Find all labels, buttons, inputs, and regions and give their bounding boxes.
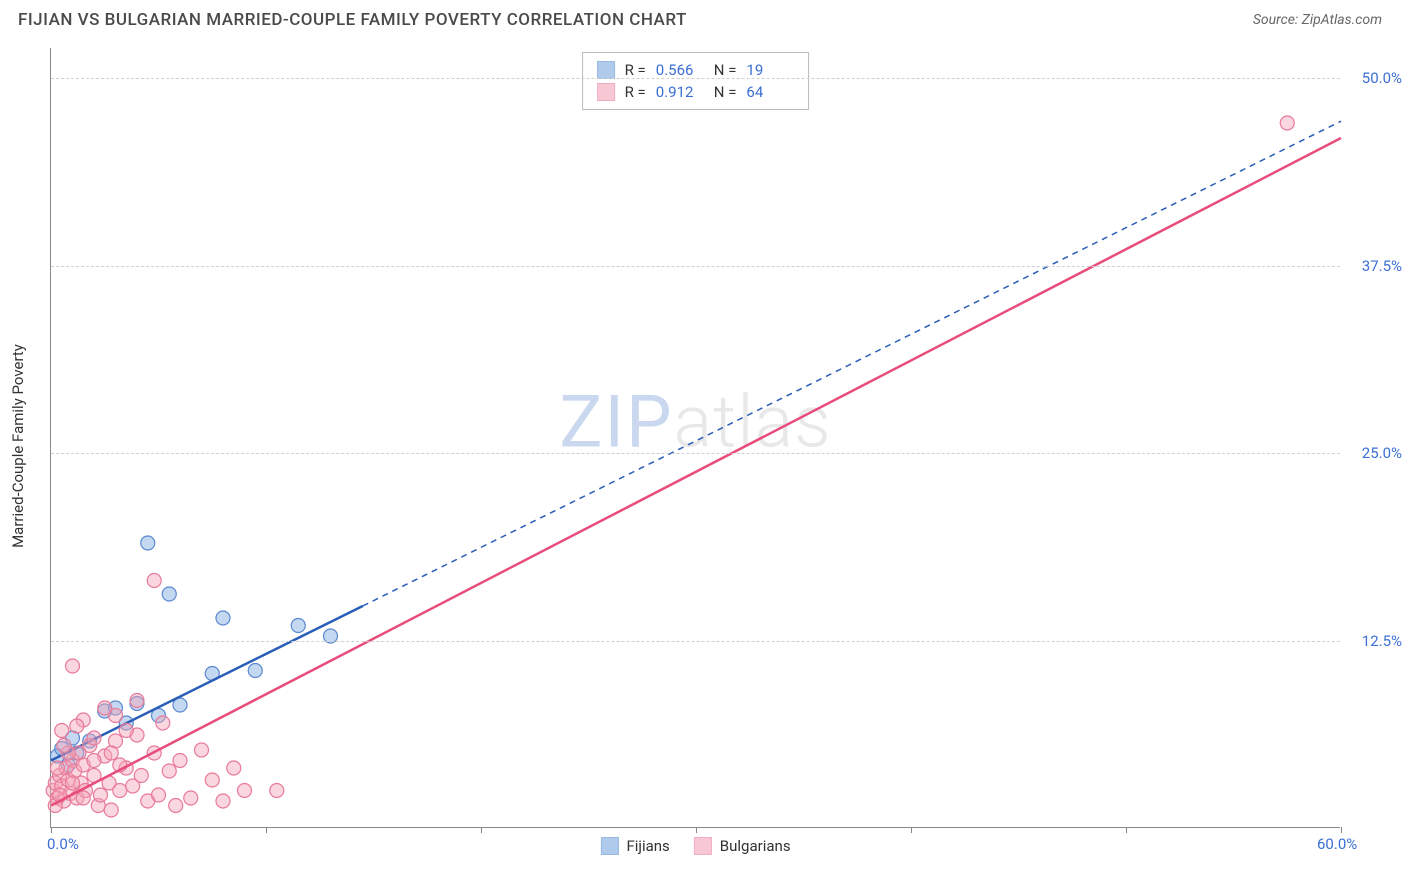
legend-label: Bulgarians <box>720 837 791 855</box>
y-tick-label: 37.5% <box>1362 257 1402 275</box>
data-point <box>66 776 80 790</box>
data-point <box>76 791 90 805</box>
data-point <box>87 731 101 745</box>
x-tick <box>266 827 267 833</box>
r-label: R = <box>625 83 646 101</box>
data-point <box>195 743 209 757</box>
chart-plot-area: ZIPatlas R =0.566N =19R =0.912N =64 Fiji… <box>50 48 1340 828</box>
source-credit: Source: ZipAtlas.com <box>1253 12 1382 28</box>
data-point <box>55 724 69 738</box>
data-point <box>162 764 176 778</box>
data-point <box>141 536 155 550</box>
legend-swatch <box>694 837 712 855</box>
data-point <box>70 719 84 733</box>
data-point <box>147 574 161 588</box>
data-point <box>57 739 71 753</box>
data-point <box>270 784 284 798</box>
source-name: ZipAtlas.com <box>1302 12 1382 28</box>
data-point <box>130 694 144 708</box>
data-point <box>93 788 107 802</box>
legend-swatch <box>597 83 615 101</box>
n-label: N = <box>714 61 737 79</box>
r-value: 0.912 <box>656 83 704 101</box>
data-point <box>248 664 262 678</box>
x-tick <box>1341 827 1342 833</box>
data-point <box>66 659 80 673</box>
data-point <box>184 791 198 805</box>
data-point <box>169 799 183 813</box>
gridline <box>51 78 1340 79</box>
x-tick <box>911 827 912 833</box>
legend-item: Fijians <box>600 837 669 855</box>
x-tick <box>481 827 482 833</box>
data-point <box>162 587 176 601</box>
data-point <box>1280 116 1294 130</box>
source-prefix: Source: <box>1253 12 1302 28</box>
trend-line <box>51 138 1341 806</box>
chart-title: FIJIAN VS BULGARIAN MARRIED-COUPLE FAMIL… <box>18 10 687 30</box>
data-point <box>291 619 305 633</box>
data-point <box>156 716 170 730</box>
data-point <box>216 611 230 625</box>
stats-row: R = 0.912 N = 64 <box>597 81 795 103</box>
data-point <box>152 788 166 802</box>
legend-swatch <box>600 837 618 855</box>
series-legend: Fijians Bulgarians <box>600 837 790 855</box>
y-tick-label: 25.0% <box>1362 444 1402 462</box>
data-point <box>205 773 219 787</box>
data-point <box>119 724 133 738</box>
n-label: N = <box>714 83 737 101</box>
x-tick <box>1126 827 1127 833</box>
legend-swatch <box>597 61 615 79</box>
data-point <box>134 769 148 783</box>
stats-legend-box: R = 0.566 N = 19 R = 0.912 N = 64 <box>582 52 810 110</box>
x-tick <box>51 827 52 833</box>
x-tick-label: 0.0% <box>47 835 79 853</box>
y-tick-label: 50.0% <box>1362 69 1402 87</box>
n-value: 19 <box>746 61 794 79</box>
data-point <box>104 803 118 817</box>
data-point <box>173 754 187 768</box>
y-tick-label: 12.5% <box>1362 632 1402 650</box>
x-tick <box>696 827 697 833</box>
legend-label: Fijians <box>626 837 669 855</box>
data-point <box>216 794 230 808</box>
data-point <box>98 701 112 715</box>
r-value: 0.566 <box>656 61 704 79</box>
data-point <box>238 784 252 798</box>
data-point <box>50 761 64 775</box>
gridline <box>51 641 1340 642</box>
n-value: 64 <box>746 83 794 101</box>
scatter-svg <box>51 48 1340 827</box>
data-point <box>87 754 101 768</box>
y-axis-label: Married-Couple Family Poverty <box>9 344 27 548</box>
gridline <box>51 266 1340 267</box>
x-tick-label: 60.0% <box>1317 835 1357 853</box>
trend-line-extended <box>363 121 1341 606</box>
data-point <box>104 746 118 760</box>
gridline <box>51 453 1340 454</box>
data-point <box>227 761 241 775</box>
legend-item: Bulgarians <box>694 837 791 855</box>
data-point <box>113 784 127 798</box>
r-label: R = <box>625 61 646 79</box>
